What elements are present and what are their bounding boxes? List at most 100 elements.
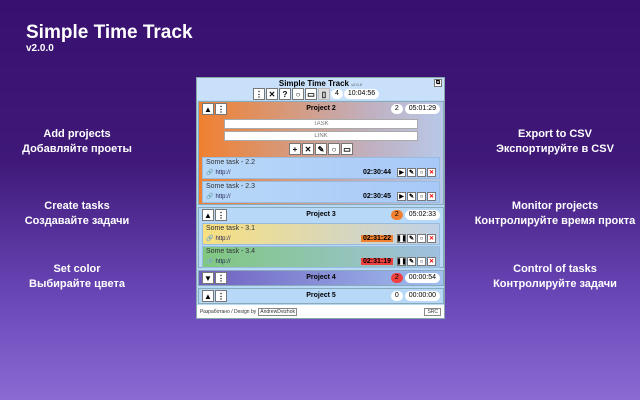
project-name: Project 5 (306, 292, 336, 299)
footer: Разработано / Design by AndrewDvizhok SR… (197, 305, 444, 318)
expand-button[interactable]: ▼ (202, 272, 214, 284)
delete-button[interactable]: ✕ (427, 192, 436, 201)
feature-export: Export to CSV Экспортируйте в CSV (465, 127, 640, 157)
task-count: 0 (390, 291, 403, 301)
delete-button[interactable]: ✕ (427, 234, 436, 243)
project-menu-button[interactable]: ⋮ (215, 290, 227, 302)
reset-button[interactable]: ○ (417, 168, 426, 177)
popout-icon[interactable]: ⧉ (434, 79, 442, 87)
project-menu-button[interactable]: ⋮ (215, 272, 227, 284)
reset-project-button[interactable]: ○ (328, 143, 340, 155)
task-link[interactable]: http:// (215, 258, 231, 265)
link-input[interactable] (224, 131, 418, 141)
project-time: 00:00:00 (404, 291, 440, 301)
play-button[interactable]: ▶ (397, 168, 406, 177)
edit-button[interactable]: ✎ (407, 234, 416, 243)
feature-ru: Создавайте задачи (24, 215, 130, 227)
close-button[interactable]: ✕ (266, 88, 278, 100)
task-count: 2 (390, 210, 403, 220)
feature-en: Export to CSV (518, 128, 592, 140)
feature-en: Add projects (43, 128, 111, 140)
task-link[interactable]: http:// (215, 169, 231, 176)
project-time: 05:01:29 (404, 104, 440, 114)
total-time: 10:04:56 (343, 89, 380, 99)
feature-add-projects: Add projects Добавляйте проеты (0, 127, 167, 157)
app-panel: Simple Time Track v2.0.0 ⧉ ⋮ ✕ ? ○ ▭ ▯ 4… (196, 77, 445, 319)
edit-button[interactable]: ✎ (407, 257, 416, 266)
edit-button[interactable]: ✎ (407, 168, 416, 177)
promo-version: v2.0.0 (26, 43, 54, 54)
delete-button[interactable]: ✕ (427, 168, 436, 177)
feature-en: Monitor projects (511, 200, 599, 212)
feature-control: Control of tasks Контролируйте задачи (465, 262, 640, 292)
link-icon: 🔗 (206, 236, 214, 242)
task-input[interactable] (224, 119, 418, 129)
feature-ru: Контролируйте время прокта (474, 215, 636, 227)
project-3: ▲ ⋮ Project 3 2 05:02:33 Some task - 3.1 🔗 h… (198, 207, 444, 268)
author-link[interactable]: AndrewDvizhok (258, 307, 297, 316)
add-task-button[interactable]: + (289, 143, 301, 155)
export-button[interactable]: ▭ (305, 88, 317, 100)
delete-button[interactable]: ✕ (427, 257, 436, 266)
reset-button[interactable]: ○ (417, 192, 426, 201)
feature-set-color: Set color Выбирайте цвета (0, 262, 167, 292)
app-version: v2.0.0 (351, 82, 363, 87)
task-count: 2 (390, 273, 403, 283)
project-name: Project 2 (306, 105, 336, 112)
project-time: 00:00:54 (404, 273, 440, 283)
project-name: Project 3 (306, 211, 336, 218)
project-2: ▲⋮ Project 2 205:01:29 +✕✎○▭ Some task -… (198, 101, 444, 205)
pause-button[interactable]: ❚❚ (396, 257, 407, 266)
project-4: ▼ ⋮ Project 4 2 00:00:54 (198, 270, 444, 286)
feature-en: Set color (53, 263, 101, 275)
collapse-button[interactable]: ▲ (202, 290, 214, 302)
project-menu-button[interactable]: ⋮ (215, 209, 227, 221)
project-time: 05:02:33 (404, 210, 440, 220)
color-pen-button[interactable]: ✎ (315, 143, 327, 155)
feature-ru: Выбирайте цвета (29, 278, 125, 290)
reset-button[interactable]: ○ (417, 257, 426, 266)
feature-ru: Экспортируйте в CSV (496, 143, 614, 155)
task-item: Some task - 3.1 🔗 http:// 02:31:22 ❚❚ ✎ ○ ✕ (202, 223, 440, 245)
feature-en: Control of tasks (513, 263, 597, 275)
help-button[interactable]: ? (279, 88, 291, 100)
feature-ru: Контролируйте задачи (493, 278, 617, 290)
delete-project-button[interactable]: ✕ (302, 143, 314, 155)
credit-text: Разработано / Design by (200, 308, 257, 315)
link-icon: 🔗 (206, 194, 214, 200)
task-name: Some task - 2.2 (206, 159, 256, 166)
app-title: Simple Time Track v2.0.0 (197, 79, 444, 88)
src-link[interactable]: SRC (424, 307, 441, 316)
split-button[interactable]: ▯ (318, 88, 330, 100)
task-link[interactable]: http:// (215, 193, 231, 200)
project-name: Project 4 (306, 274, 336, 281)
menu-button[interactable]: ⋮ (253, 88, 265, 100)
link-icon: 🔗 (206, 259, 214, 265)
reset-button[interactable]: ○ (292, 88, 304, 100)
task-item: Some task - 2.3 🔗 http:// 02:30:45 ▶ ✎ ○ ✕ (202, 181, 440, 203)
collapse-button[interactable]: ▲ (202, 209, 214, 221)
task-item: Some task - 2.2 🔗 http:// 02:30:44 ▶ ✎ ○ ✕ (202, 157, 440, 179)
collapse-button[interactable]: ▲ (202, 103, 214, 115)
task-time: 02:30:45 (362, 193, 391, 200)
app-title-text: Simple Time Track (278, 79, 349, 88)
reset-button[interactable]: ○ (417, 234, 426, 243)
task-count: 2 (390, 104, 403, 114)
task-time: 02:31:22 (360, 235, 393, 242)
task-link[interactable]: http:// (215, 235, 231, 242)
pause-button[interactable]: ❚❚ (396, 234, 407, 243)
feature-en: Create tasks (44, 200, 110, 212)
feature-ru: Добавляйте проеты (22, 143, 132, 155)
project-menu-button[interactable]: ⋮ (215, 103, 227, 115)
project-count: 4 (331, 89, 343, 99)
app-header: Simple Time Track v2.0.0 ⧉ ⋮ ✕ ? ○ ▭ ▯ 4… (197, 78, 444, 100)
task-name: Some task - 3.1 (206, 225, 256, 232)
play-button[interactable]: ▶ (397, 192, 406, 201)
link-icon: 🔗 (206, 170, 214, 176)
task-time: 02:31:19 (360, 258, 393, 265)
feature-monitor: Monitor projects Контролируйте время прок… (465, 199, 640, 229)
export-project-button[interactable]: ▭ (341, 143, 353, 155)
feature-create-tasks: Create tasks Создавайте задачи (0, 199, 167, 229)
task-time: 02:30:44 (362, 169, 391, 176)
edit-button[interactable]: ✎ (407, 192, 416, 201)
